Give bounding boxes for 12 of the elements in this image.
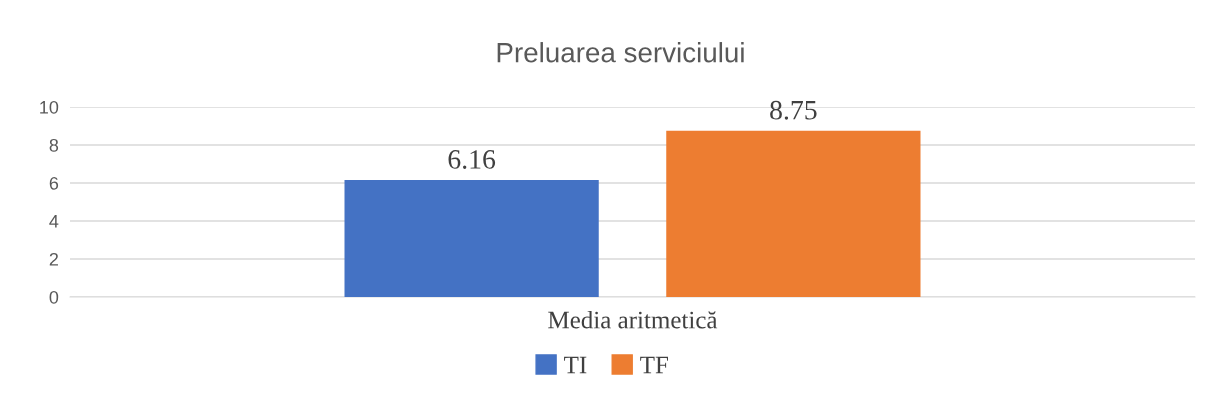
y-tick-label: 10	[40, 100, 59, 114]
data-label: 8.75	[770, 100, 817, 120]
y-tick-label: 8	[49, 138, 59, 152]
chart-title: Preluarea serviciului	[497, 42, 744, 63]
y-tick-label: 4	[49, 215, 59, 228]
x-tick-label: Media aritmetică	[548, 310, 718, 329]
legend-label: TF	[640, 356, 668, 374]
y-tick-label: 0	[49, 290, 59, 304]
legend-label: TI	[564, 356, 587, 374]
data-label: 6.16	[448, 150, 496, 169]
y-tick-label: 2	[49, 252, 58, 266]
y-tick-label: 6	[49, 176, 59, 190]
